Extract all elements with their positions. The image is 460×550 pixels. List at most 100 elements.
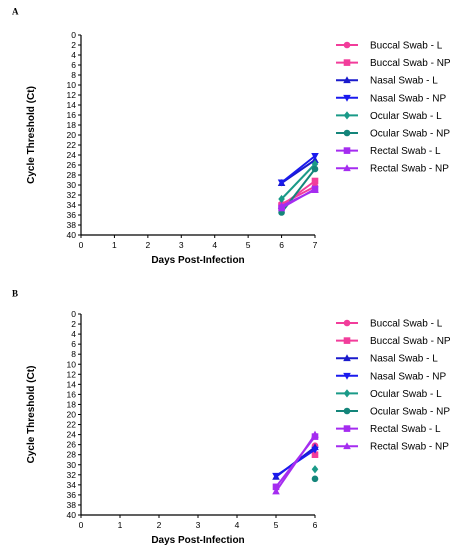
data-point	[311, 465, 319, 474]
y-tick-label: 10	[67, 80, 77, 90]
y-tick-label: 4	[71, 329, 76, 339]
x-tick-label: 5	[246, 240, 251, 250]
data-point	[311, 159, 319, 169]
y-tick-label: 34	[67, 200, 77, 210]
y-tick-label: 32	[67, 470, 77, 480]
y-axis-title: Cycle Threshold (Ct)	[26, 86, 37, 184]
data-point	[277, 179, 286, 187]
x-tick-label: 7	[313, 240, 318, 250]
y-tick-label: 38	[67, 220, 77, 230]
legend-marker	[343, 442, 351, 450]
y-tick-label: 8	[71, 349, 76, 359]
legend-entry: Ocular Swab - NP	[370, 129, 450, 140]
x-tick-label: 4	[212, 240, 217, 250]
legend-entry: Buccal Swab - L	[370, 41, 443, 52]
legend-marker	[343, 94, 351, 102]
y-axis-title: Cycle Threshold (Ct)	[26, 366, 37, 464]
data-point	[311, 475, 319, 483]
legend-entry: Ocular Swab - NP	[370, 407, 450, 418]
y-tick-label: 2	[71, 319, 76, 329]
y-tick-label: 2	[71, 40, 76, 50]
x-tick-label: 1	[112, 240, 117, 250]
y-tick-label: 20	[67, 130, 77, 140]
legend-entry: Nasal Swab - L	[370, 354, 438, 365]
y-tick-label: 40	[67, 230, 77, 240]
y-tick-label: 6	[71, 339, 76, 349]
y-tick-label: 32	[67, 190, 77, 200]
y-tick-label: 36	[67, 210, 77, 220]
y-tick-label: 12	[67, 90, 77, 100]
data-point	[272, 472, 280, 480]
x-tick-label: 6	[313, 520, 318, 530]
y-tick-label: 26	[67, 160, 77, 170]
legend-marker	[343, 389, 351, 398]
y-tick-label: 18	[67, 399, 77, 409]
legend-marker	[343, 319, 351, 327]
x-tick-label: 5	[274, 520, 279, 530]
data-point	[278, 194, 285, 204]
data-point	[311, 177, 319, 185]
panel-label: B	[12, 288, 18, 298]
y-tick-label: 30	[67, 180, 77, 190]
y-tick-label: 28	[67, 170, 77, 180]
data-point	[311, 165, 319, 173]
legend-entry: Rectal Swab - NP	[370, 164, 449, 175]
legend-marker	[343, 147, 351, 154]
legend-marker	[343, 59, 351, 66]
legend-marker	[343, 354, 351, 362]
y-tick-label: 40	[67, 510, 77, 520]
y-tick-label: 14	[67, 379, 77, 389]
y-tick-label: 38	[67, 500, 77, 510]
data-point	[311, 153, 319, 160]
y-tick-label: 18	[67, 120, 77, 130]
x-tick-label: 2	[157, 520, 162, 530]
legend-entry: Ocular Swab - L	[370, 111, 442, 122]
y-tick-label: 4	[71, 50, 76, 60]
x-tick-label: 2	[145, 240, 150, 250]
legend-marker	[343, 129, 351, 137]
data-point	[311, 186, 319, 193]
legend-entry: Buccal Swab - NP	[370, 336, 451, 347]
legend-marker	[343, 425, 351, 432]
y-tick-label: 22	[67, 140, 77, 150]
x-axis-title: Days Post-Infection	[151, 535, 244, 546]
x-tick-label: 3	[179, 240, 184, 250]
legend-entry: Ocular Swab - L	[370, 389, 442, 400]
legend-entry: Nasal Swab - L	[370, 76, 438, 87]
data-point	[272, 483, 280, 491]
legend-entry: Rectal Swab - NP	[370, 442, 449, 453]
y-tick-label: 6	[71, 60, 76, 70]
y-tick-label: 34	[67, 480, 77, 490]
y-tick-label: 12	[67, 369, 77, 379]
legend-marker	[343, 76, 351, 84]
legend-entry: Buccal Swab - NP	[370, 58, 451, 69]
x-tick-label: 0	[79, 520, 84, 530]
series-line	[280, 180, 316, 207]
y-tick-label: 20	[67, 410, 77, 420]
data-point	[277, 202, 286, 209]
legend-marker	[343, 41, 351, 49]
x-tick-label: 0	[79, 240, 84, 250]
y-tick-label: 24	[67, 150, 77, 160]
legend-entry: Rectal Swab - L	[370, 424, 441, 435]
y-tick-label: 36	[67, 490, 77, 500]
series-line	[281, 189, 316, 207]
y-tick-label: 0	[71, 30, 76, 40]
data-point	[311, 451, 319, 458]
legend-entry: Nasal Swab - NP	[370, 93, 446, 104]
y-tick-label: 26	[67, 440, 77, 450]
x-tick-label: 1	[118, 520, 123, 530]
y-tick-label: 10	[67, 359, 77, 369]
x-tick-label: 3	[196, 520, 201, 530]
data-point	[272, 487, 280, 495]
panel-label: A	[12, 6, 19, 16]
y-tick-label: 30	[67, 460, 77, 470]
series-line	[280, 155, 316, 184]
y-tick-label: 8	[71, 70, 76, 80]
y-tick-label: 24	[67, 430, 77, 440]
data-point	[311, 446, 319, 454]
legend-marker	[343, 372, 351, 380]
